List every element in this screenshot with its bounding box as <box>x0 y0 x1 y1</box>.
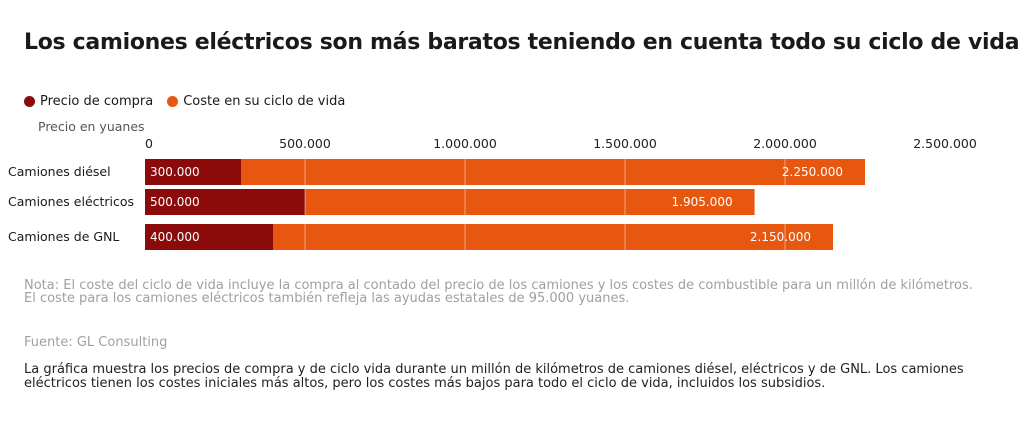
category-label: Camiones diésel <box>8 164 111 179</box>
bar-purchase-price <box>145 189 305 215</box>
category-label: Camiones eléctricos <box>8 194 134 209</box>
purchase-value-label: 500.000 <box>150 195 200 209</box>
legend-item-purchase: Precio de compra <box>24 94 153 109</box>
lifecycle-value-label: 2.250.000 <box>782 165 843 179</box>
lifecycle-value-label: 1.905.000 <box>672 195 733 209</box>
x-tick-label: 500.000 <box>279 136 331 151</box>
bar-chart: 0 500.000 1.000.000 1.500.000 2.000.000 2.500… <box>8 136 977 256</box>
chart-title: Los camiones eléctricos son más baratos … <box>24 30 1020 55</box>
bar-lifecycle-cost <box>145 159 865 185</box>
legend-label-lifecycle: Coste en su ciclo de vida <box>183 94 346 109</box>
category-label: Camiones de GNL <box>8 229 119 244</box>
legend-item-lifecycle: Coste en su ciclo de vida <box>167 94 345 109</box>
legend-label-purchase: Precio de compra <box>40 94 154 109</box>
x-tick-label: 0 <box>145 136 153 151</box>
chart-legend: Precio de compra Coste en su ciclo de vi… <box>24 94 345 109</box>
legend-swatch-purchase <box>24 96 35 107</box>
chart-description: La gráfica muestra los precios de compra… <box>24 362 964 391</box>
x-tick-label: 2.500.000 <box>913 136 977 151</box>
purchase-value-label: 300.000 <box>150 165 200 179</box>
legend-swatch-lifecycle <box>167 96 179 107</box>
chart-source: Fuente: GL Consulting <box>24 335 168 350</box>
bar-purchase-price <box>145 224 273 250</box>
x-tick-label: 1.000.000 <box>433 136 497 151</box>
x-axis-title: Precio en yuanes <box>38 119 145 134</box>
chart-note: Nota: El coste del ciclo de vida incluye… <box>24 278 973 306</box>
bar-purchase-price <box>145 159 241 185</box>
x-tick-label: 1.500.000 <box>593 136 657 151</box>
purchase-value-label: 400.000 <box>150 230 200 244</box>
lifecycle-value-label: 2.150.000 <box>750 230 811 244</box>
x-tick-label: 2.000.000 <box>753 136 817 151</box>
